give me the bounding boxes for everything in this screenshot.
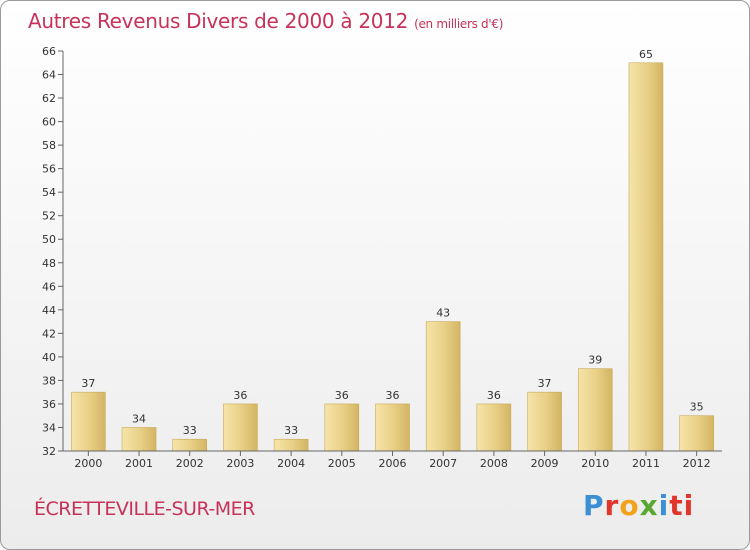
bar-2004 (273, 438, 309, 452)
bar-2001 (121, 427, 157, 452)
y-tick-label: 32 (42, 445, 56, 458)
y-tick-label: 40 (42, 351, 56, 364)
x-tick-label-2005: 2005 (328, 457, 356, 470)
logo-letter-6: ti (669, 489, 695, 522)
y-tick-label: 56 (42, 163, 56, 176)
bar-2005 (324, 403, 360, 452)
value-label-2000: 37 (81, 377, 95, 390)
y-tick-label: 60 (42, 116, 56, 129)
x-axis: 2000 2001 2002 2003 2004 2005 2006 2007 2008 2009… (63, 450, 722, 470)
y-tick-label: 64 (42, 69, 56, 82)
bar-2012 (679, 415, 714, 452)
y-tick-label: 54 (42, 186, 56, 199)
x-tick-label-2007: 2007 (429, 457, 457, 470)
bar-2006 (375, 403, 410, 452)
x-tick-label-2008: 2008 (480, 457, 508, 470)
x-tick-label-2012: 2012 (683, 457, 711, 470)
chart-subtitle: (en milliers d'€) (414, 17, 504, 31)
bar-2002 (172, 438, 208, 452)
y-tick-label: 50 (42, 233, 56, 246)
logo-letter-1: P (583, 489, 605, 522)
value-label-2004: 33 (284, 424, 298, 437)
y-tick-label: 66 (42, 45, 56, 58)
bar-2000 (71, 391, 106, 452)
y-tick-label: 46 (42, 280, 56, 293)
logo-letter-3: o (619, 489, 640, 522)
bar-2008 (476, 403, 512, 452)
value-label-2011: 65 (639, 48, 653, 61)
location-name: ÉCRETTEVILLE-SUR-MER (34, 498, 255, 520)
value-label-2012: 35 (690, 401, 704, 414)
x-tick-label-2006: 2006 (379, 457, 407, 470)
y-tick-label: 38 (42, 374, 56, 387)
logo-letter-2: r (604, 489, 620, 522)
chart-title-text: Autres Revenus Divers de 2000 à 2012 (28, 9, 409, 33)
value-label-2001: 34 (132, 412, 146, 425)
y-tick-label: 48 (42, 257, 56, 270)
y-tick-label: 34 (42, 421, 56, 434)
value-label-2009: 37 (538, 377, 552, 390)
x-tick-label-2009: 2009 (531, 457, 559, 470)
bar-2011 (628, 62, 664, 452)
y-tick-label: 42 (42, 327, 56, 340)
value-label-2007: 43 (436, 307, 450, 320)
value-label-2006: 36 (386, 389, 400, 402)
y-tick-label: 58 (42, 139, 56, 152)
proxiti-logo: Proxiti (583, 489, 694, 522)
value-label-2010: 39 (588, 354, 602, 367)
bar-2010 (577, 368, 613, 452)
x-tick-label-2000: 2000 (74, 457, 102, 470)
y-tick-label: 44 (42, 304, 56, 317)
x-tick-label-2011: 2011 (632, 457, 660, 470)
y-axis: 32 34 36 38 40 42 44 46 48 50 52 54 56 58 60 62 64 66 (42, 45, 64, 458)
x-tick-label-2010: 2010 (581, 457, 609, 470)
bars: 37 34 33 36 33 36 36 43 36 37 39 65 35 (71, 48, 714, 452)
bar-2007 (425, 321, 461, 452)
bar-2003 (223, 403, 258, 452)
value-label-2005: 36 (335, 389, 349, 402)
value-label-2008: 36 (487, 389, 501, 402)
value-label-2002: 33 (183, 424, 197, 437)
x-tick-label-2002: 2002 (176, 457, 204, 470)
logo-letter-4: x (639, 489, 659, 522)
y-tick-label: 62 (42, 92, 56, 105)
chart-title: Autres Revenus Divers de 2000 à 2012 (en … (28, 9, 503, 33)
y-tick-label: 36 (42, 398, 56, 411)
x-tick-label-2004: 2004 (277, 457, 305, 470)
x-tick-label-2003: 2003 (226, 457, 254, 470)
bar-2009 (527, 391, 562, 452)
logo-letter-5: i (658, 489, 670, 522)
value-label-2003: 36 (233, 389, 247, 402)
x-tick-label-2001: 2001 (125, 457, 153, 470)
y-tick-label: 52 (42, 210, 56, 223)
